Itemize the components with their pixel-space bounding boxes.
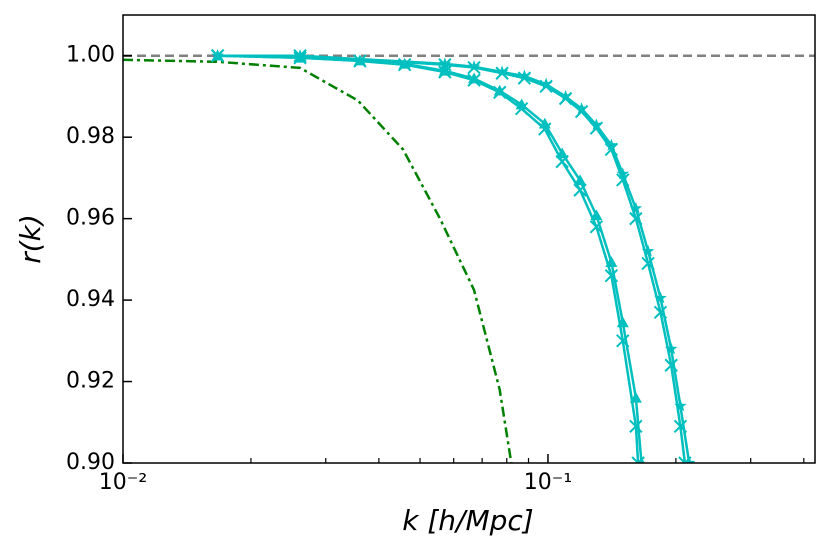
- series-line: [217, 54, 687, 463]
- star-marker: [616, 167, 630, 180]
- x-marker: [493, 85, 507, 100]
- x-marker: [467, 60, 481, 75]
- x-marker: [629, 211, 643, 226]
- series-line: [217, 54, 643, 463]
- x-marker: [616, 334, 630, 348]
- x-marker: [678, 456, 692, 463]
- x-marker: [653, 305, 668, 320]
- star-marker: [559, 89, 572, 102]
- y-axis-label: r(k): [14, 214, 47, 264]
- x-marker: [673, 419, 688, 434]
- x-marker: [631, 456, 645, 463]
- star-marker: [674, 399, 687, 412]
- triangle-marker: [574, 174, 587, 186]
- star-marker: [518, 69, 531, 82]
- x-marker: [397, 57, 412, 72]
- y-tick-label: 0.94: [66, 287, 115, 312]
- x-tick-label: 10⁻¹: [524, 470, 572, 495]
- series-line: [217, 54, 640, 463]
- star-marker: [590, 118, 603, 131]
- x-marker: [467, 73, 481, 87]
- x-marker: [555, 154, 569, 169]
- x-marker: [589, 220, 604, 234]
- star-marker: [467, 60, 481, 73]
- y-tick-label: 0.92: [66, 369, 115, 394]
- x-marker: [574, 104, 589, 119]
- star-marker: [495, 65, 509, 78]
- x-tick-label: 10⁻²: [99, 470, 147, 495]
- star-marker: [605, 138, 618, 151]
- x-marker: [629, 419, 643, 434]
- y-tick-label: 0.96: [66, 206, 115, 231]
- x-marker: [495, 66, 509, 80]
- x-marker: [517, 71, 532, 85]
- x-marker: [538, 122, 552, 136]
- x-marker: [604, 142, 619, 157]
- y-tick-label: 0.98: [66, 124, 115, 149]
- x-marker: [539, 79, 553, 93]
- star-marker: [575, 102, 588, 114]
- x-marker: [558, 91, 573, 106]
- series-line: [217, 54, 691, 463]
- star-marker: [641, 244, 655, 257]
- x-marker: [616, 173, 630, 187]
- x-marker: [573, 183, 587, 197]
- y-tick-label: 1.00: [66, 43, 115, 68]
- x-marker: [353, 54, 367, 68]
- plot-area: [123, 49, 815, 463]
- x-marker: [438, 65, 452, 79]
- axes-frame: [122, 14, 816, 464]
- star-marker: [539, 77, 553, 90]
- x-marker: [641, 256, 655, 271]
- y-tick-label: 0.90: [66, 450, 115, 475]
- star-marker: [654, 291, 667, 304]
- star-marker: [438, 57, 452, 70]
- x-marker: [210, 49, 225, 63]
- x-marker: [514, 101, 529, 116]
- x-marker: [293, 51, 307, 65]
- star-marker: [629, 201, 643, 214]
- x-marker: [664, 358, 678, 372]
- x-axis-label: k [h/Mpc]: [402, 504, 533, 537]
- x-marker: [589, 121, 604, 135]
- series-line: [123, 58, 513, 463]
- x-marker: [604, 268, 619, 283]
- star-marker: [664, 342, 678, 355]
- triangle-marker: [493, 84, 506, 96]
